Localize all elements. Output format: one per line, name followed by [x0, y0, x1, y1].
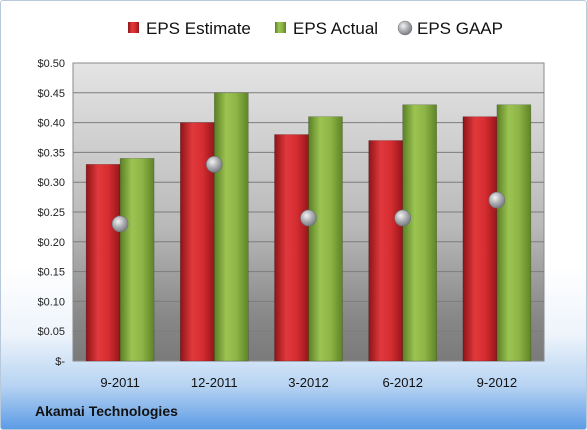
x-tick-label: 12-2011	[191, 375, 238, 390]
x-tick-label: 9-2012	[477, 375, 517, 390]
y-tick-label: $0.25	[37, 207, 65, 219]
marker-eps-gaap	[300, 209, 317, 227]
legend-label: EPS Estimate	[146, 19, 251, 38]
y-tick-label: $0.35	[37, 147, 65, 159]
y-tick-label: $0.50	[37, 58, 65, 70]
marker-eps-gaap	[111, 215, 129, 233]
y-tick-label: $0.15	[37, 267, 65, 279]
marker-eps-gaap	[206, 156, 223, 173]
y-tick-label: $0.05	[37, 326, 65, 338]
bar-eps-estimate	[462, 116, 498, 362]
bar-eps-actual	[308, 116, 343, 362]
legend-label: EPS GAAP	[417, 19, 503, 38]
bar-eps-actual	[214, 92, 249, 362]
legend-swatch	[397, 20, 413, 36]
marker-eps-gaap	[394, 209, 412, 227]
bar-eps-actual	[496, 104, 532, 362]
legend-swatch	[275, 22, 286, 33]
bar-eps-actual	[402, 104, 438, 362]
y-tick-label: $0.10	[37, 296, 65, 308]
bar-eps-actual	[119, 158, 155, 362]
y-tick-label: $0.20	[37, 237, 65, 249]
y-tick-label: $-	[55, 356, 65, 368]
marker-eps-gaap	[488, 191, 506, 209]
y-tick-label: $0.40	[37, 118, 65, 130]
company-name: Akamai Technologies	[35, 403, 178, 419]
x-tick-label: 9-2011	[100, 375, 140, 390]
bar-eps-estimate	[274, 134, 309, 362]
y-tick-label: $0.30	[37, 177, 65, 189]
legend-swatch	[128, 22, 139, 33]
bar-eps-estimate	[85, 164, 121, 362]
x-tick-label: 3-2012	[288, 375, 328, 390]
x-tick-label: 6-2012	[382, 375, 422, 390]
bar-eps-estimate	[368, 140, 404, 362]
legend-label: EPS Actual	[293, 19, 378, 38]
y-tick-label: $0.45	[37, 88, 65, 100]
